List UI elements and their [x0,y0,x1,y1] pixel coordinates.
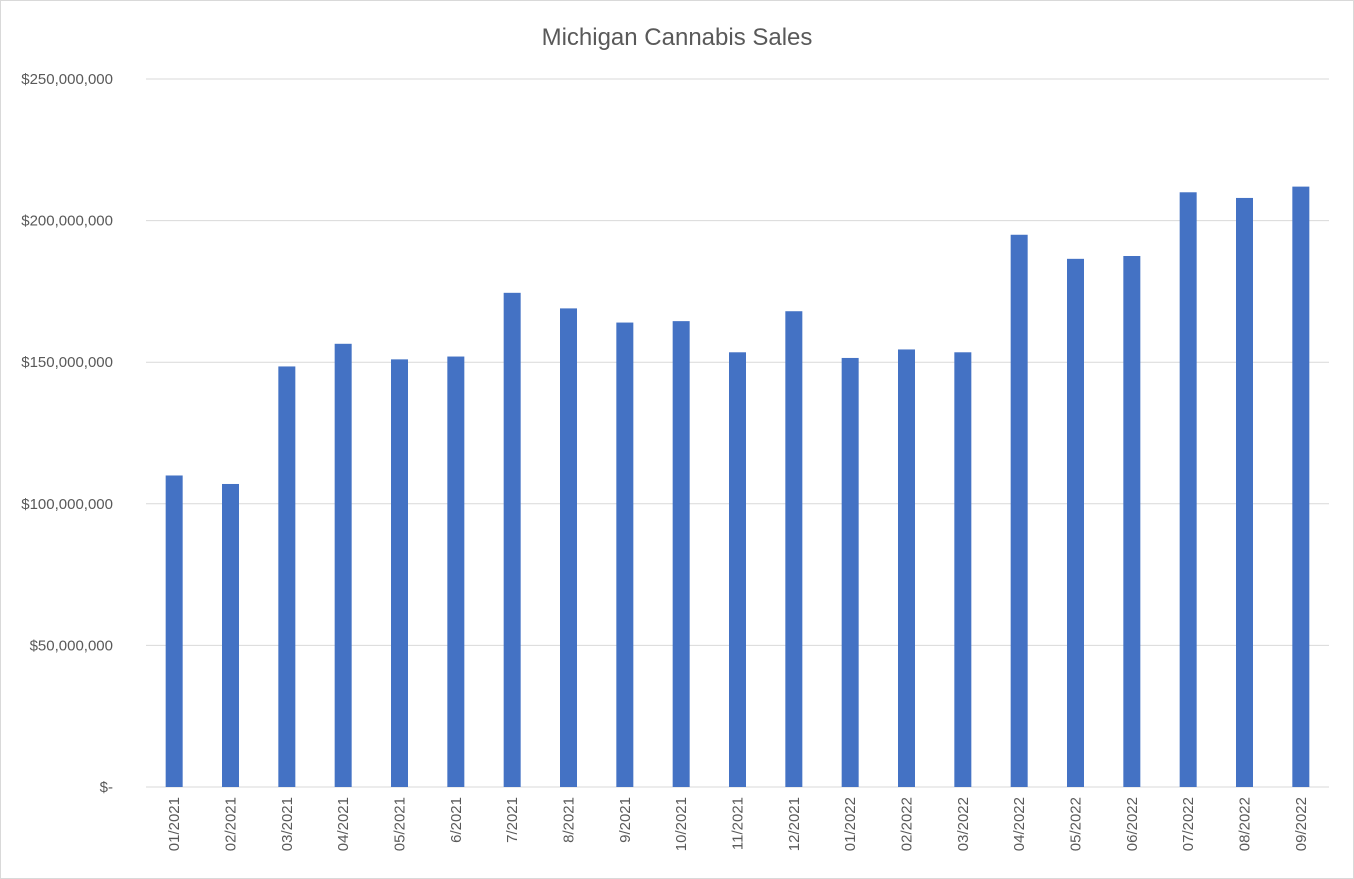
y-tick-label: $200,000,000 [21,213,113,230]
x-tick-label: 01/2021 [166,797,183,851]
x-axis-ticks: 01/2021 02/2021 03/2021 04/2021 05/2021 6/202… [166,797,1310,851]
bar-07-2022 [1179,192,1197,787]
y-tick-label: $50,000,000 [30,637,113,654]
x-tick-label: 02/2021 [223,797,240,851]
bar-11-2021 [729,352,746,787]
x-tick-label: 08/2022 [1237,797,1254,851]
bar-05-2022 [1067,258,1084,787]
x-tick-label: 12/2021 [786,797,803,851]
bar-08-2022 [1236,197,1253,788]
chart-title: Michigan Cannabis Sales [542,24,813,51]
bar-6-2021 [447,356,465,787]
y-axis-ticks: $- $50,000,000 $100,000,000 $150,000,000 $20… [21,71,113,796]
bar-03-2021 [278,366,296,787]
bar-12-2021 [785,311,803,787]
bar-02-2021 [222,483,239,787]
bar-03-2022 [954,352,972,787]
bars [165,186,1310,788]
x-tick-label: 10/2021 [673,797,690,851]
x-tick-label: 05/2022 [1068,797,1085,851]
y-tick-label: $150,000,000 [21,354,113,371]
y-tick-label: $250,000,000 [21,71,113,88]
x-tick-label: 04/2022 [1011,797,1028,851]
bar-10-2021 [672,321,690,787]
x-tick-label: 7/2021 [504,797,521,843]
x-tick-label: 01/2022 [842,797,859,851]
y-tick-label: $- [100,779,113,796]
bar-9-2021 [616,322,634,787]
bar-06-2022 [1123,256,1141,787]
bar-02-2022 [898,349,915,787]
bar-01-2022 [841,357,859,787]
x-tick-label: 03/2021 [279,797,296,851]
x-tick-label: 02/2022 [899,797,916,851]
bar-04-2021 [334,343,352,787]
x-tick-label: 06/2022 [1124,797,1141,851]
x-tick-label: 09/2022 [1293,797,1310,851]
bar-09-2022 [1292,186,1310,788]
y-tick-label: $100,000,000 [21,496,113,513]
bar-7-2021 [503,292,521,787]
x-tick-label: 11/2021 [730,797,747,850]
bar-04-2022 [1010,234,1028,787]
x-tick-label: 6/2021 [448,797,465,843]
x-tick-label: 07/2022 [1180,797,1197,851]
x-tick-label: 9/2021 [617,797,634,843]
bar-05-2021 [391,359,408,787]
x-tick-label: 05/2021 [392,797,409,851]
bar-01-2021 [165,475,183,787]
x-tick-label: 8/2021 [561,797,578,843]
bar-8-2021 [560,308,577,787]
x-tick-label: 04/2021 [335,797,352,851]
x-tick-label: 03/2022 [955,797,972,851]
